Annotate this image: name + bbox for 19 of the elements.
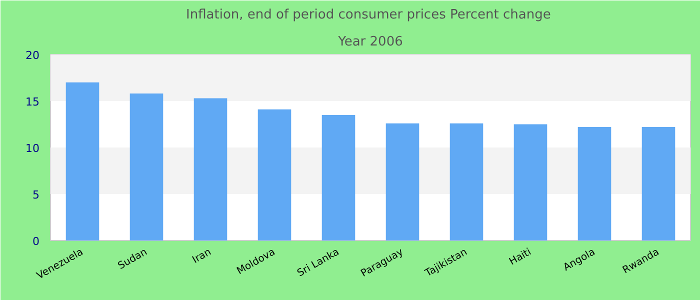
bar <box>450 123 484 240</box>
bar <box>514 124 548 240</box>
bar <box>130 94 164 240</box>
x-tick-label: Haiti <box>508 246 534 268</box>
bar <box>578 127 612 240</box>
y-tick-label: 10 <box>26 142 40 155</box>
bar <box>386 123 420 240</box>
y-tick-label: 15 <box>26 96 40 108</box>
bar <box>66 82 100 240</box>
y-tick-label: 5 <box>32 188 40 202</box>
bar <box>258 109 292 240</box>
chart-subtitle: Year 2006 <box>337 34 403 50</box>
bar <box>322 114 356 240</box>
bar <box>642 127 676 240</box>
chart-title: Inflation, end of period consumer prices Percent change <box>186 8 551 22</box>
bar <box>194 98 228 240</box>
y-tick-label: 20 <box>26 49 40 62</box>
y-tick-label: 0 <box>32 235 40 248</box>
x-tick-label: Iran <box>190 246 214 266</box>
